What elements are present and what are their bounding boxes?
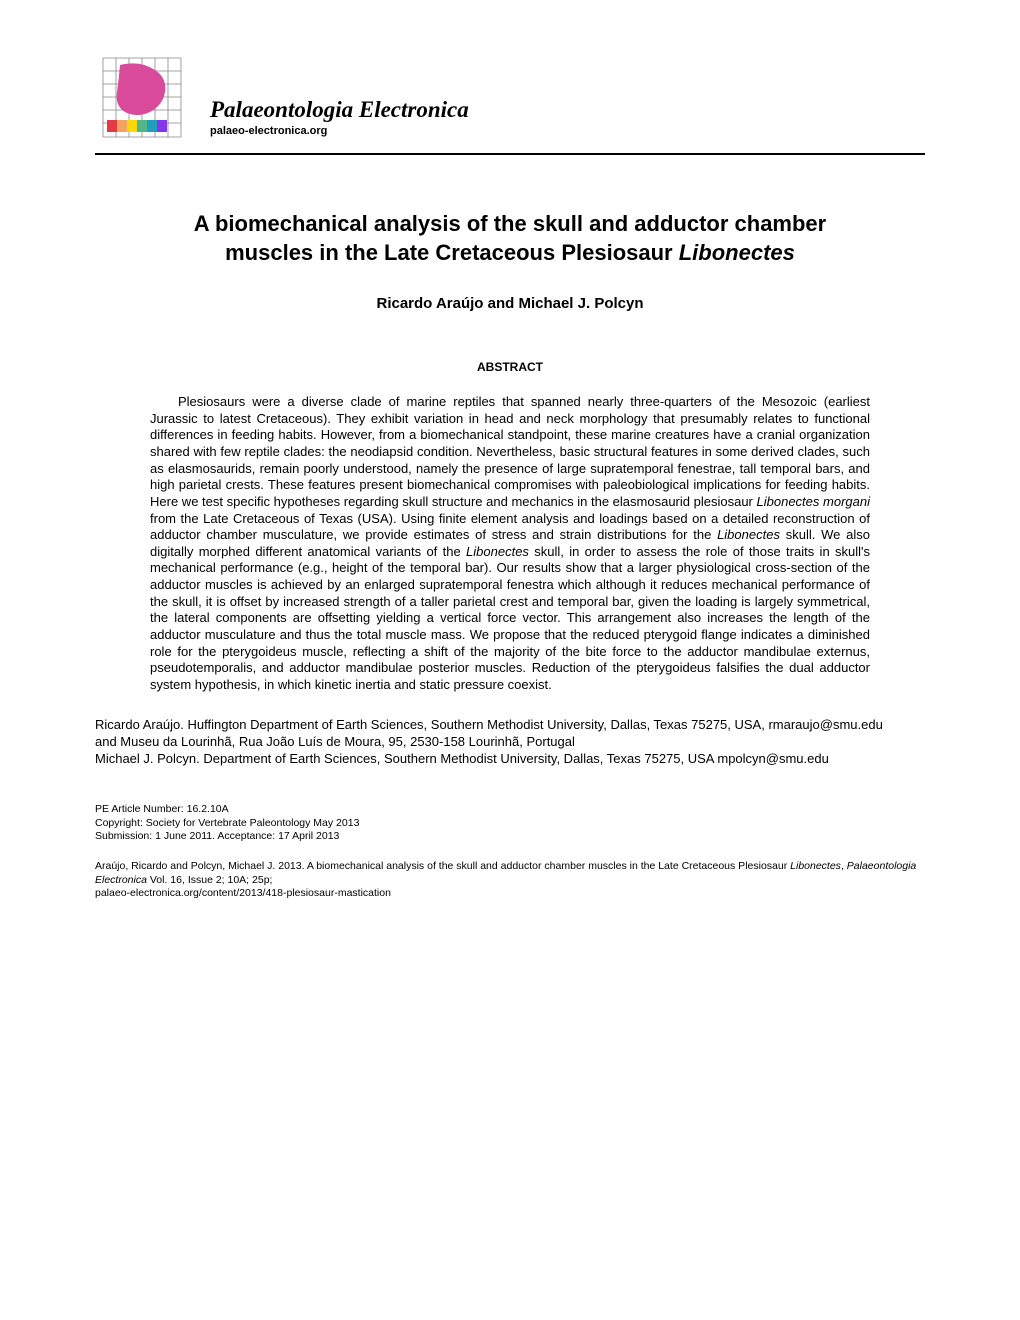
affiliation-line2: and Museu da Lourinhã, Rua João Luís de …: [95, 734, 925, 751]
journal-url: palaeo-electronica.org: [210, 125, 469, 137]
citation-url: palaeo-electronica.org/content/2013/418-…: [95, 887, 391, 899]
citation-italic1: Libonectes: [790, 860, 841, 872]
article-meta: PE Article Number: 16.2.10A Copyright: S…: [95, 803, 925, 844]
author-affiliations: Ricardo Araújo. Huffington Department of…: [95, 717, 925, 768]
header-section: Palaeontologia Electronica palaeo-electr…: [95, 50, 925, 145]
abstract-italic2: Libonectes: [717, 527, 780, 542]
title-line1: A biomechanical analysis of the skull an…: [194, 211, 826, 236]
copyright: Copyright: Society for Vertebrate Paleon…: [95, 817, 925, 831]
abstract-heading: ABSTRACT: [95, 360, 925, 374]
abstract-text-pre: Plesiosaurs were a diverse clade of mari…: [150, 394, 870, 509]
affiliation-line3: Michael J. Polcyn. Department of Earth S…: [95, 751, 925, 768]
journal-info: Palaeontologia Electronica palaeo-electr…: [210, 97, 469, 145]
header-divider: [95, 153, 925, 155]
authors: Ricardo Araújo and Michael J. Polcyn: [95, 295, 925, 312]
abstract-italic3: Libonectes: [466, 544, 529, 559]
citation: Araújo, Ricardo and Polcyn, Michael J. 2…: [95, 860, 925, 901]
abstract-italic1: Libonectes morgani: [757, 494, 870, 509]
citation-post: Vol. 16, Issue 2; 10A; 25p;: [147, 874, 273, 886]
affiliation-line1: Ricardo Araújo. Huffington Department of…: [95, 717, 925, 734]
article-title: A biomechanical analysis of the skull an…: [95, 210, 925, 267]
abstract-body: Plesiosaurs were a diverse clade of mari…: [95, 394, 925, 693]
article-number: PE Article Number: 16.2.10A: [95, 803, 925, 817]
title-line2-italic: Libonectes: [679, 240, 795, 265]
submission-dates: Submission: 1 June 2011. Acceptance: 17 …: [95, 830, 925, 844]
citation-pre: Araújo, Ricardo and Polcyn, Michael J. 2…: [95, 860, 790, 872]
abstract-post: skull, in order to assess the role of th…: [150, 544, 870, 692]
journal-logo: [95, 50, 190, 145]
journal-name: Palaeontologia Electronica: [210, 97, 469, 123]
title-line2-pre: muscles in the Late Cretaceous Plesiosau…: [225, 240, 679, 265]
